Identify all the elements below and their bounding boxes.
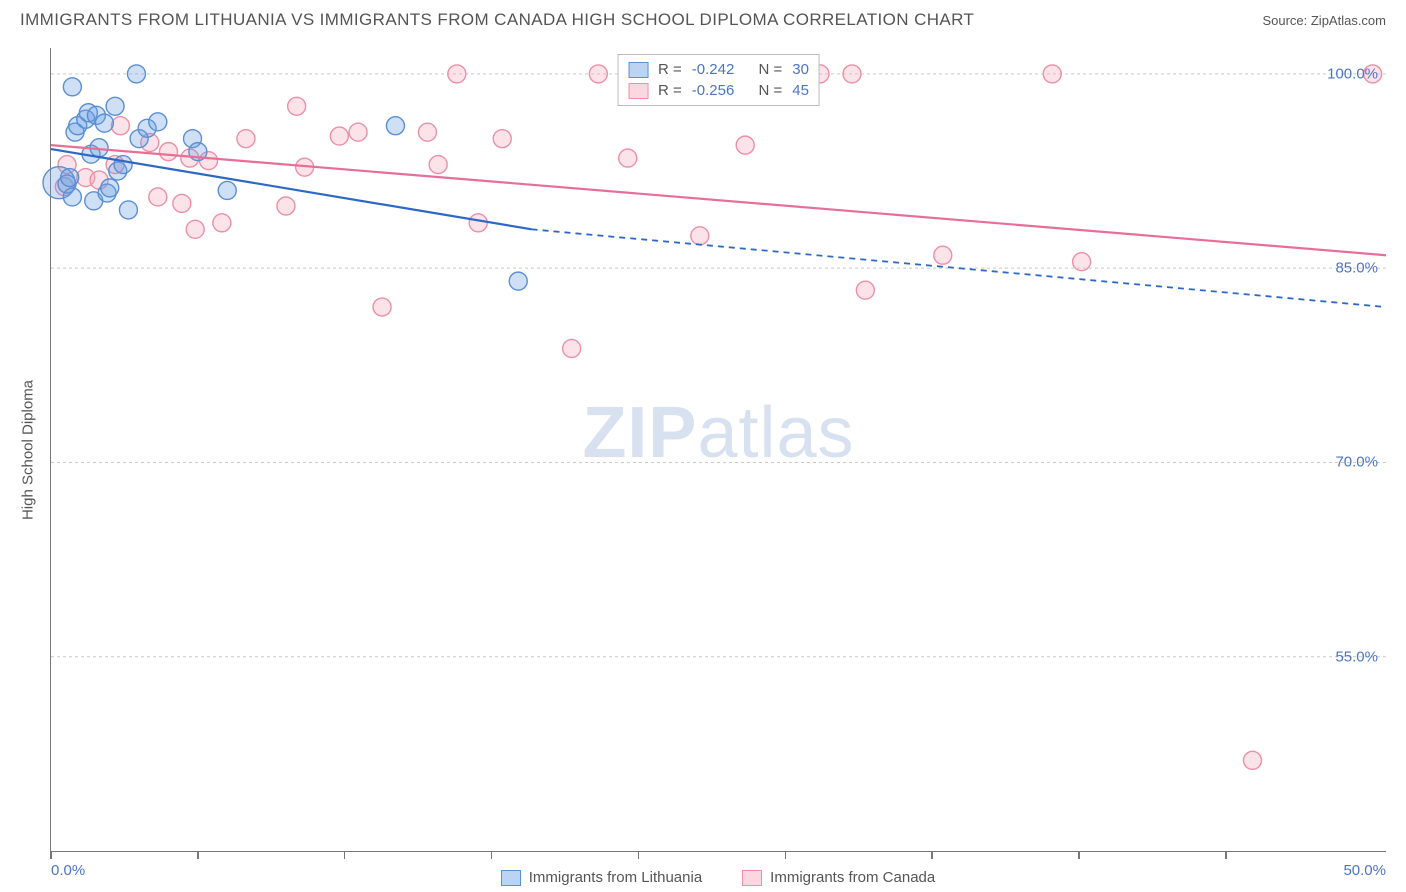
n-value-canada: 45 <box>792 82 809 99</box>
r-value-canada: -0.256 <box>692 82 735 99</box>
data-point-lithuania <box>63 78 81 96</box>
data-point-lithuania <box>119 201 137 219</box>
data-point-canada <box>563 339 581 357</box>
data-point-lithuania <box>63 188 81 206</box>
x-tick <box>1078 851 1080 859</box>
r-label: R = <box>658 61 682 78</box>
x-tick <box>1225 851 1227 859</box>
data-point-lithuania <box>127 65 145 83</box>
data-point-canada <box>493 130 511 148</box>
data-point-canada <box>173 194 191 212</box>
data-point-canada <box>186 220 204 238</box>
legend-label-lithuania: Immigrants from Lithuania <box>529 869 702 886</box>
data-point-canada <box>619 149 637 167</box>
n-label: N = <box>759 61 783 78</box>
data-point-canada <box>277 197 295 215</box>
data-point-canada <box>429 156 447 174</box>
swatch-canada <box>628 83 648 99</box>
data-point-canada <box>1364 65 1382 83</box>
legend-swatch-lithuania <box>501 870 521 886</box>
plot-area: ZIPatlas R = -0.242 N = 30 R = -0.256 N … <box>50 48 1386 852</box>
data-point-canada <box>149 188 167 206</box>
data-point-canada <box>373 298 391 316</box>
data-point-canada <box>111 117 129 135</box>
data-point-canada <box>589 65 607 83</box>
data-point-canada <box>843 65 861 83</box>
data-point-canada <box>1073 253 1091 271</box>
data-point-canada <box>469 214 487 232</box>
data-point-canada <box>213 214 231 232</box>
r-value-lithuania: -0.242 <box>692 61 735 78</box>
data-point-lithuania <box>61 169 79 187</box>
x-tick <box>50 851 52 859</box>
data-point-canada <box>330 127 348 145</box>
legend-swatch-canada <box>742 870 762 886</box>
data-point-lithuania <box>386 117 404 135</box>
chart-source: Source: ZipAtlas.com <box>1262 13 1386 28</box>
legend-label-canada: Immigrants from Canada <box>770 869 935 886</box>
plot-svg <box>51 48 1386 851</box>
data-point-lithuania <box>114 156 132 174</box>
data-point-canada <box>288 97 306 115</box>
data-point-canada <box>237 130 255 148</box>
data-point-canada <box>159 143 177 161</box>
source-label: Source: <box>1262 13 1310 28</box>
data-point-lithuania <box>509 272 527 290</box>
n-value-lithuania: 30 <box>792 61 809 78</box>
r-label-2: R = <box>658 82 682 99</box>
trend-line-canada <box>51 145 1386 255</box>
data-point-lithuania <box>95 114 113 132</box>
x-tick <box>785 851 787 859</box>
x-tick <box>491 851 493 859</box>
data-point-canada <box>448 65 466 83</box>
source-link[interactable]: ZipAtlas.com <box>1311 13 1386 28</box>
data-point-canada <box>691 227 709 245</box>
data-point-lithuania <box>106 97 124 115</box>
swatch-lithuania <box>628 62 648 78</box>
chart-area: High School Diploma ZIPatlas R = -0.242 … <box>50 48 1386 852</box>
data-point-canada <box>1244 751 1262 769</box>
data-point-canada <box>736 136 754 154</box>
data-point-canada <box>934 246 952 264</box>
data-point-lithuania <box>218 181 236 199</box>
data-point-canada <box>418 123 436 141</box>
n-label-2: N = <box>759 82 783 99</box>
stats-legend: R = -0.242 N = 30 R = -0.256 N = 45 <box>617 54 820 106</box>
data-point-canada <box>349 123 367 141</box>
x-tick <box>197 851 199 859</box>
bottom-legend: Immigrants from Lithuania Immigrants fro… <box>50 869 1386 886</box>
y-axis-label: High School Diploma <box>20 380 37 520</box>
x-tick <box>638 851 640 859</box>
data-point-lithuania <box>101 179 119 197</box>
chart-title: IMMIGRANTS FROM LITHUANIA VS IMMIGRANTS … <box>20 10 974 30</box>
x-tick <box>344 851 346 859</box>
stats-row-lithuania: R = -0.242 N = 30 <box>628 59 809 80</box>
legend-item-lithuania: Immigrants from Lithuania <box>501 869 702 886</box>
data-point-canada <box>1043 65 1061 83</box>
stats-row-canada: R = -0.256 N = 45 <box>628 80 809 101</box>
legend-item-canada: Immigrants from Canada <box>742 869 935 886</box>
data-point-lithuania <box>149 113 167 131</box>
x-tick <box>931 851 933 859</box>
data-point-canada <box>856 281 874 299</box>
